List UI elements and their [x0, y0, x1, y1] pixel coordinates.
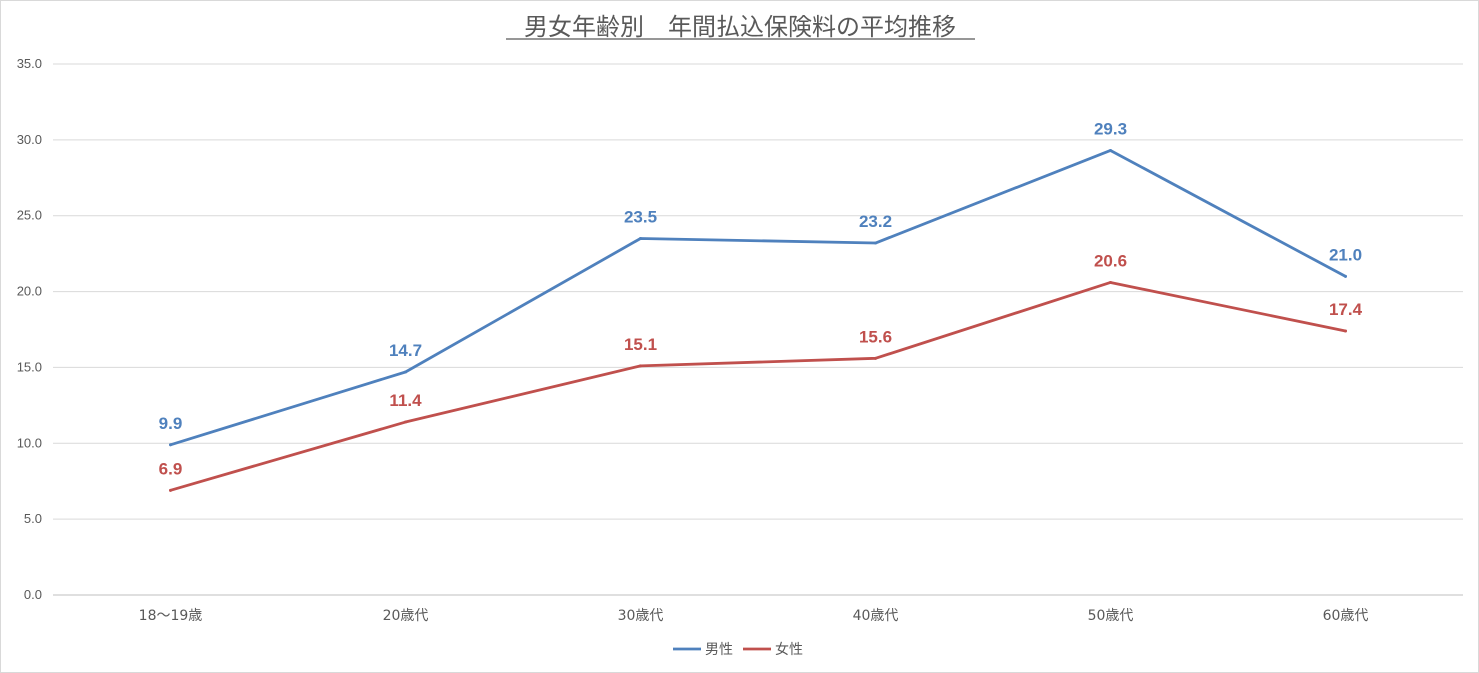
data-labels: 9.9 14.7 23.5 23.2 29.3 21.0 6.9 11.4 15.1 15.6 20… — [159, 119, 1363, 478]
data-point — [874, 241, 877, 245]
legend-label: 女性 — [775, 641, 803, 658]
x-category-label: 20歳代 — [383, 608, 429, 624]
x-category-label: 18～19歳 — [139, 608, 203, 624]
x-category-label: 50歳代 — [1088, 608, 1134, 624]
data-label: 15.1 — [624, 335, 657, 354]
x-category-label: 40歳代 — [853, 608, 899, 624]
data-label: 21.0 — [1329, 245, 1362, 264]
data-point — [874, 356, 877, 360]
data-label: 23.5 — [624, 207, 657, 226]
y-axis-tick-labels: 0.0 5.0 10.0 15.0 20.0 25.0 30.0 35.0 — [17, 56, 42, 602]
chart-title: 男女年齢別 年間払込保険料の平均推移 — [524, 13, 956, 41]
data-label: 9.9 — [159, 414, 183, 433]
data-point — [1344, 274, 1347, 278]
y-tick-label: 35.0 — [17, 56, 42, 71]
data-label: 11.4 — [389, 391, 422, 410]
data-label: 14.7 — [389, 341, 422, 360]
data-point — [639, 364, 642, 368]
data-point — [169, 488, 172, 492]
legend-label: 男性 — [705, 642, 733, 658]
y-tick-label: 10.0 — [17, 435, 42, 450]
legend: 男性 女性 — [673, 641, 803, 658]
data-point — [169, 443, 172, 447]
x-category-label: 60歳代 — [1323, 608, 1369, 624]
x-axis-category-labels: 18～19歳 20歳代 30歳代 40歳代 50歳代 60歳代 — [139, 608, 1369, 624]
series-line-female — [169, 281, 1347, 492]
gridlines — [53, 63, 1463, 596]
data-label: 17.4 — [1329, 300, 1363, 319]
data-label: 20.6 — [1094, 251, 1127, 270]
y-tick-label: 15.0 — [17, 359, 42, 374]
x-category-label: 30歳代 — [618, 608, 664, 624]
data-point — [404, 370, 407, 374]
data-label: 6.9 — [159, 459, 183, 478]
data-label: 15.6 — [859, 327, 892, 346]
data-point — [1344, 329, 1347, 333]
y-tick-label: 0.0 — [24, 587, 42, 602]
y-tick-label: 25.0 — [17, 208, 42, 223]
data-point — [404, 420, 407, 424]
data-label: 29.3 — [1094, 119, 1127, 138]
data-point — [639, 236, 642, 240]
y-tick-label: 5.0 — [24, 511, 42, 526]
data-point — [1109, 148, 1112, 152]
y-tick-label: 30.0 — [17, 132, 42, 147]
data-point — [1109, 280, 1112, 284]
y-tick-label: 20.0 — [17, 284, 42, 299]
series-lines — [169, 148, 1347, 492]
data-label: 23.2 — [859, 212, 892, 231]
series-line-male — [169, 149, 1347, 447]
